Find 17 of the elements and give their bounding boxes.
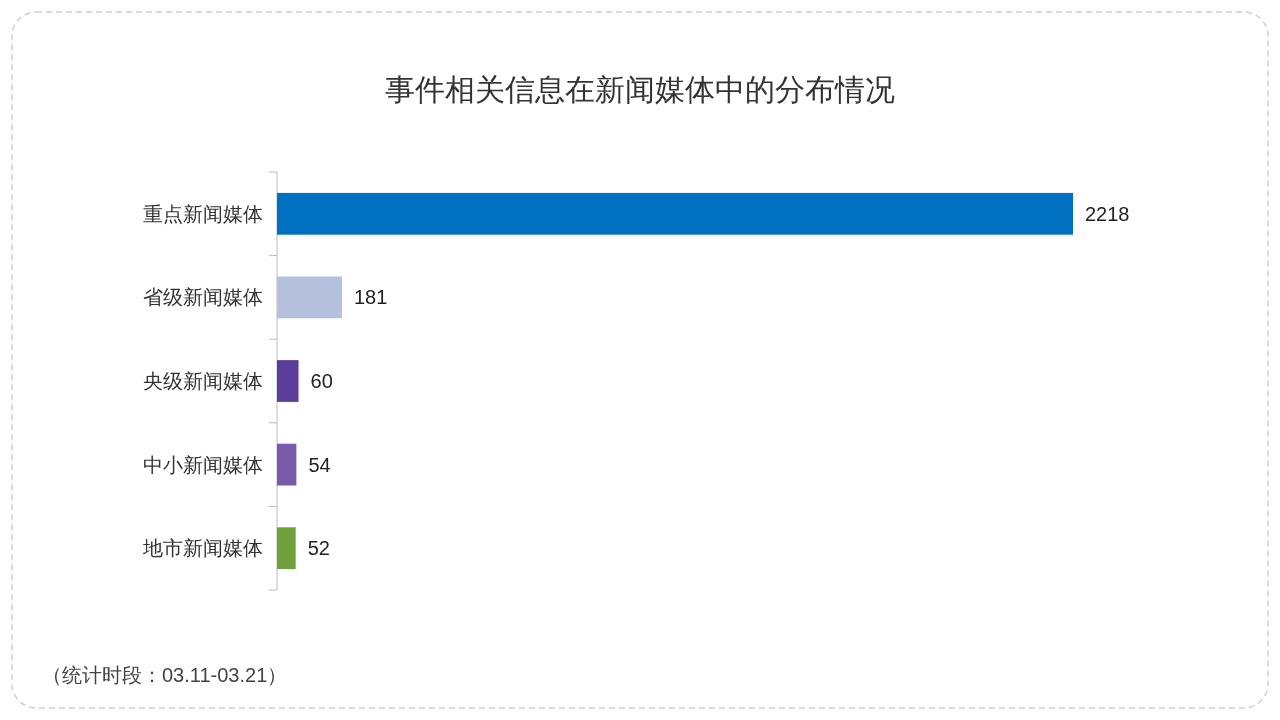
data-label: 60	[310, 370, 333, 392]
data-label: 52	[307, 537, 330, 560]
data-label: 54	[308, 453, 331, 476]
text: （统计时段：03.11-03.21）	[42, 664, 288, 686]
y-tick-label: 中小新闻媒体	[143, 453, 263, 476]
bar	[277, 360, 299, 402]
bar	[277, 527, 296, 570]
data-label: 181	[353, 286, 388, 309]
y-tick-label: 重点新闻媒体	[143, 202, 263, 225]
bar	[277, 192, 1073, 235]
y-tick-label: 地市新闻媒体	[142, 537, 263, 560]
chart-title: 事件相关信息在新闻媒体中的分布情况	[385, 73, 895, 106]
y-tick-label: 省级新闻媒体	[143, 286, 263, 309]
data-label: 2218	[1085, 202, 1130, 225]
bar	[277, 276, 342, 319]
y-tick-label: 央级新闻媒体	[143, 370, 263, 392]
bar	[277, 443, 297, 486]
